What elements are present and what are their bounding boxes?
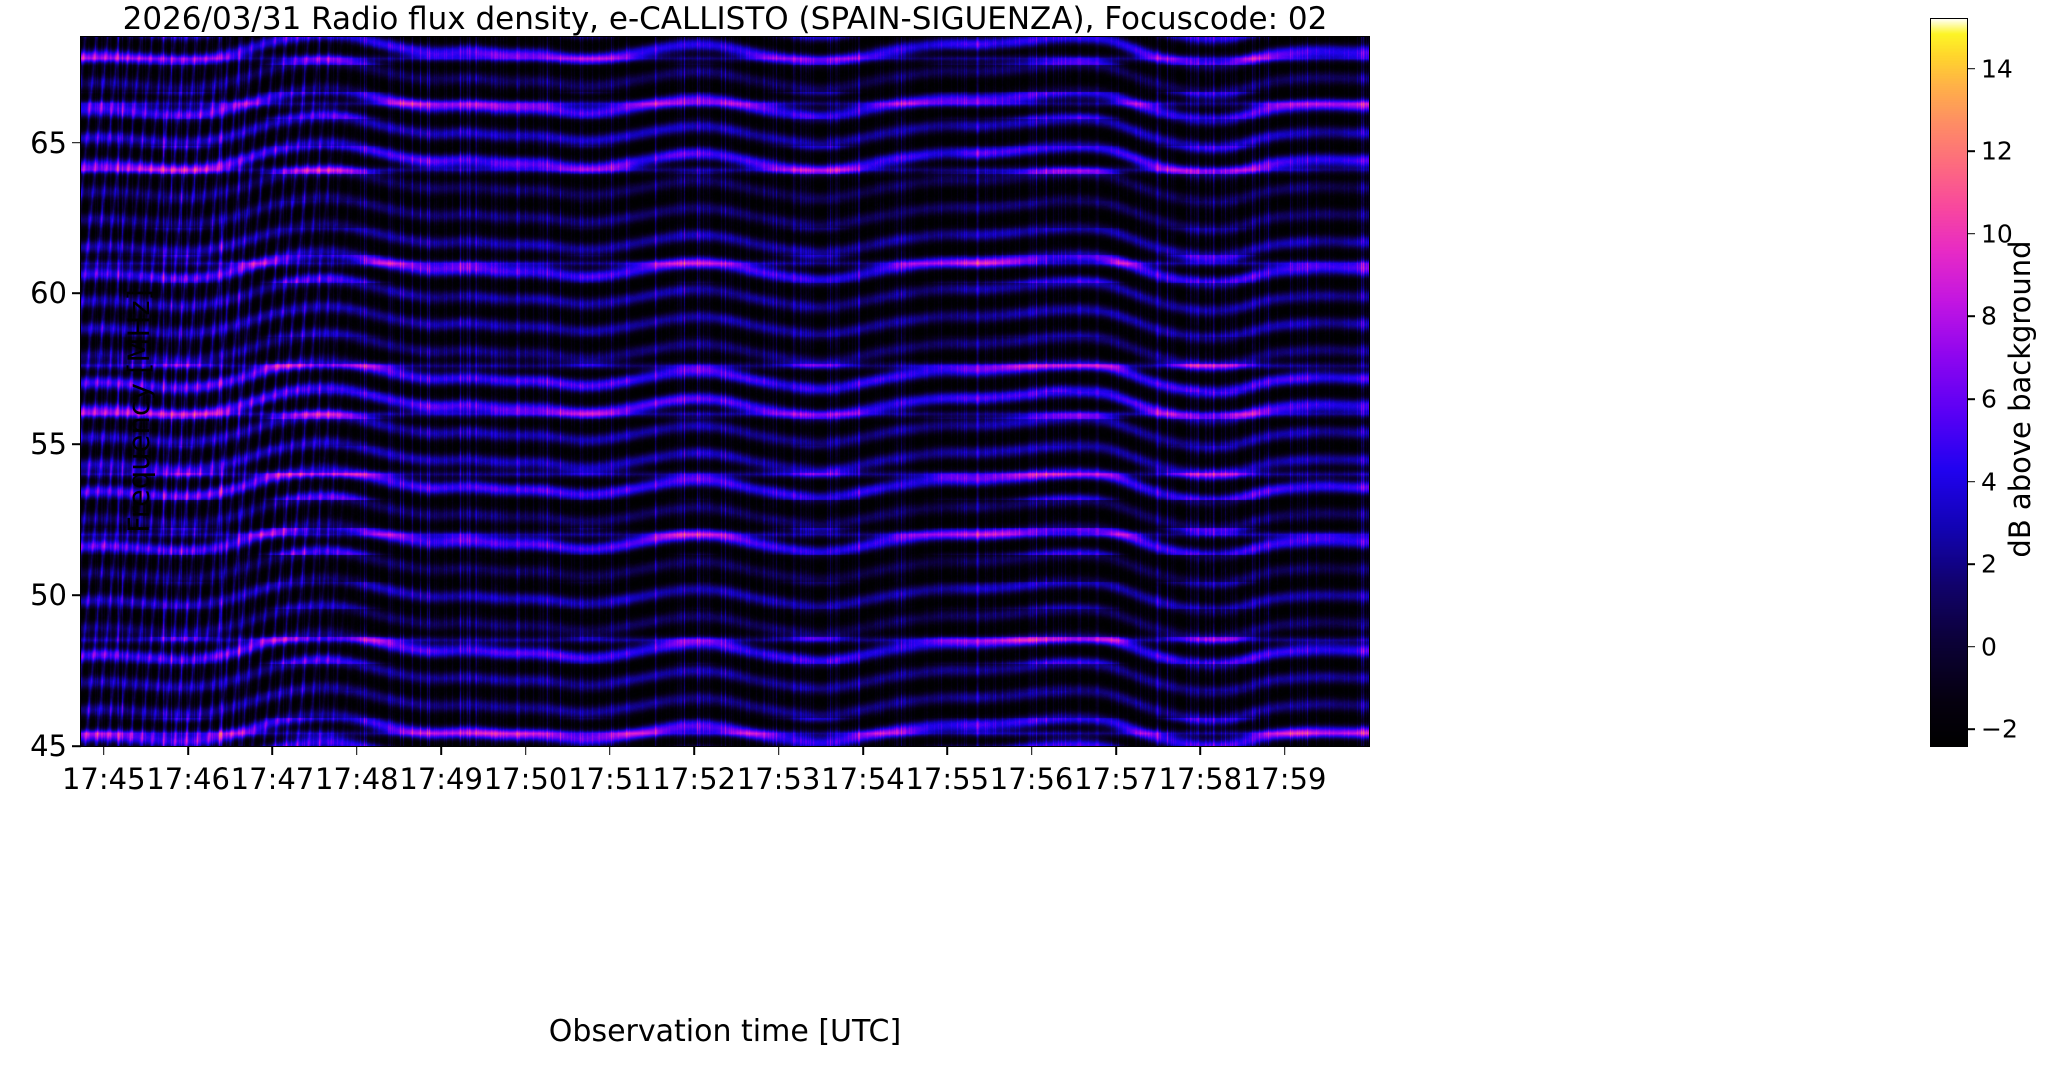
x-tick-mark <box>693 746 695 755</box>
y-tick-label: 50 <box>30 578 67 613</box>
colorbar-tick-mark <box>1967 232 1975 235</box>
y-tick-label: 55 <box>30 427 67 462</box>
x-tick-mark <box>946 746 949 755</box>
colorbar-tick-mark <box>1967 563 1975 566</box>
x-tick-mark <box>524 746 527 755</box>
spectrogram-image <box>81 37 1369 746</box>
colorbar-tick-label: 10 <box>1981 219 2013 249</box>
x-axis-label: Observation time [UTC] <box>548 1014 902 1049</box>
x-tick-mark <box>1283 746 1286 755</box>
x-tick-mark <box>102 746 105 755</box>
colorbar-tick-mark <box>1967 398 1975 400</box>
x-tick-label: 17:51 <box>568 762 652 796</box>
colorbar-tick-label: 2 <box>1981 549 1997 579</box>
x-tick-label: 17:45 <box>61 762 146 796</box>
x-tick-mark <box>862 746 864 755</box>
x-tick-label: 17:54 <box>821 762 905 796</box>
y-tick-mark <box>72 745 81 747</box>
x-tick-mark <box>1115 746 1117 755</box>
x-tick-label: 17:48 <box>315 762 399 796</box>
x-tick-mark <box>1030 746 1033 755</box>
colorbar-tick-mark <box>1967 480 1975 483</box>
colorbar-tick-mark <box>1967 728 1975 731</box>
x-tick-mark <box>609 746 611 755</box>
x-tick-label: 17:58 <box>1158 762 1243 796</box>
x-tick-label: 17:53 <box>736 762 821 796</box>
page-title: 2026/03/31 Radio flux density, e-CALLIST… <box>122 1 1328 37</box>
y-tick-label: 60 <box>30 276 67 311</box>
x-tick-mark <box>271 746 274 755</box>
spectrogram-axes: Frequency [MHz] 45 50 55 60 65 17:45 17:46 17:… <box>30 36 1370 796</box>
y-tick-mark <box>72 141 81 144</box>
colorbar-gradient <box>1931 19 1967 746</box>
x-tick-label: 17:59 <box>1242 762 1327 796</box>
colorbar-tick-label: 12 <box>1981 136 2013 166</box>
x-tick-mark <box>187 746 189 755</box>
x-tick-label: 17:52 <box>652 762 736 796</box>
colorbar-tick-mark <box>1967 646 1975 648</box>
y-tick-label: 65 <box>30 125 67 160</box>
colorbar: −2 0 2 4 6 8 10 12 14 <box>1930 18 2018 747</box>
y-axis-label: Frequency [MHz] <box>122 289 156 533</box>
x-tick-mark <box>356 746 358 755</box>
y-tick-mark <box>72 594 81 596</box>
x-tick-label: 17:56 <box>989 762 1074 796</box>
y-tick-label: 45 <box>30 729 67 763</box>
colorbar-tick-label: −2 <box>1981 714 2018 744</box>
x-tick-label: 17:55 <box>905 762 990 796</box>
x-tick-label: 17:46 <box>146 762 230 796</box>
y-tick-mark <box>72 292 81 295</box>
colorbar-tick-label: 6 <box>1981 384 1997 414</box>
colorbar-label: dB above background <box>2003 240 2037 558</box>
colorbar-tick-label: 14 <box>1981 54 2013 84</box>
x-tick-mark <box>777 746 780 755</box>
y-tick-mark <box>72 443 81 446</box>
colorbar-tick-label: 4 <box>1981 467 1997 497</box>
x-tick-mark <box>1199 746 1202 755</box>
colorbar-tick-label: 8 <box>1981 301 1997 331</box>
x-tick-mark <box>440 746 442 755</box>
x-tick-label: 17:47 <box>230 762 315 796</box>
colorbar-tick-mark <box>1967 315 1975 318</box>
x-tick-label: 17:49 <box>399 762 483 796</box>
x-tick-label: 17:50 <box>483 762 568 796</box>
colorbar-tick-mark <box>1967 150 1975 152</box>
colorbar-tick-label: 0 <box>1981 632 1997 662</box>
x-tick-label: 17:57 <box>1074 762 1158 796</box>
colorbar-tick-mark <box>1967 67 1975 70</box>
